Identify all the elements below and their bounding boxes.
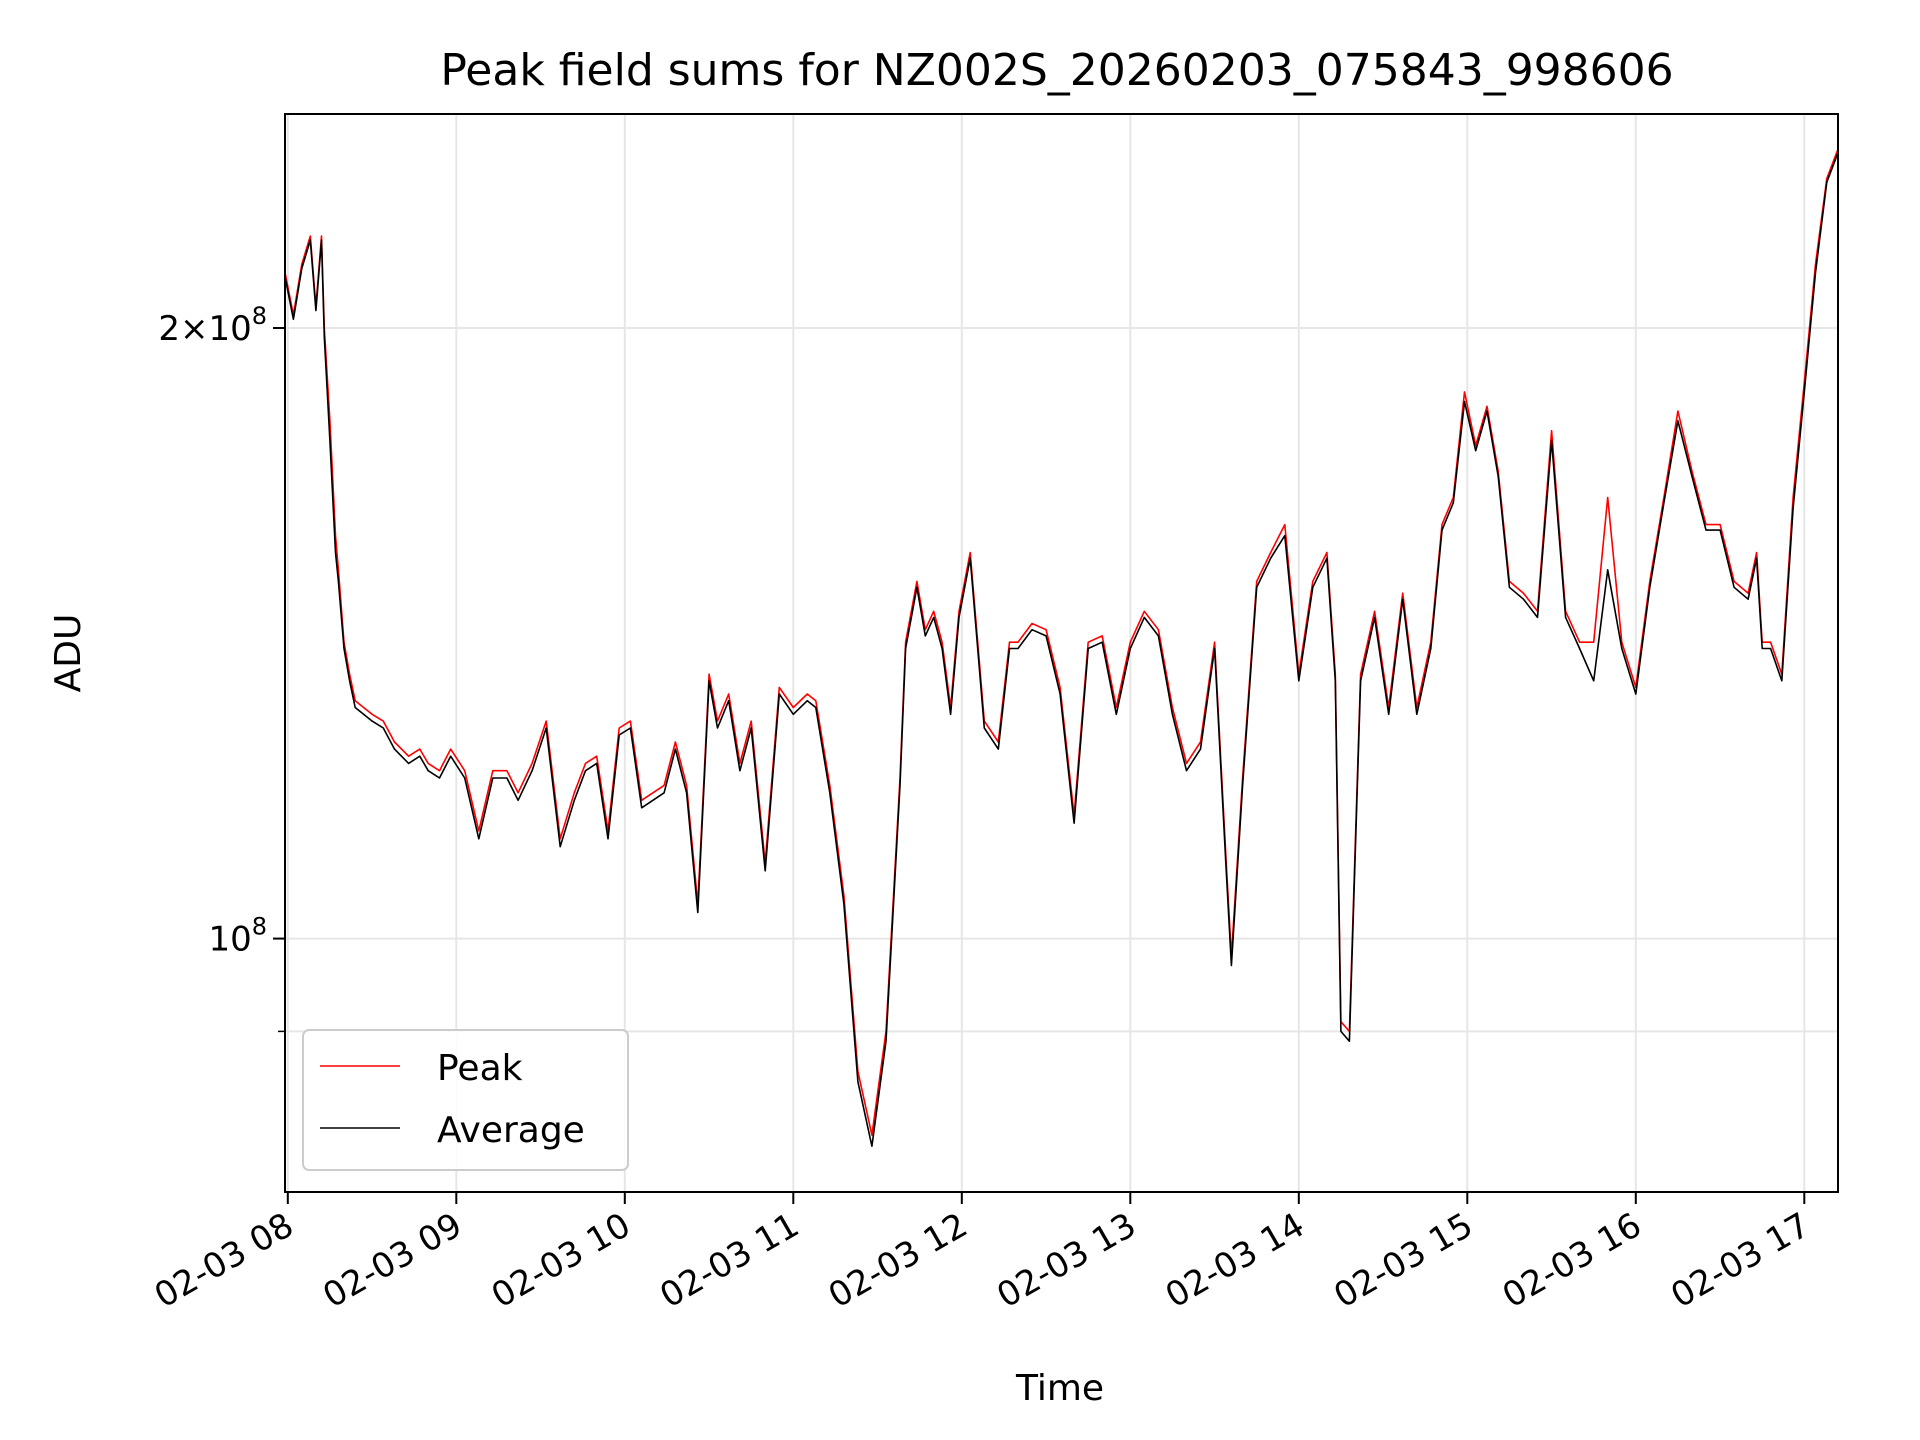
x-axis-label: Time — [1015, 1368, 1104, 1409]
legend-box — [302, 1029, 629, 1171]
y-axis-label: ADU — [48, 614, 89, 693]
y-tick-exponent: 8 — [252, 913, 267, 941]
chart-title: Peak field sums for NZ002S_20260203_0758… — [440, 45, 1673, 96]
y-tick-label: 2×108 — [158, 302, 267, 349]
series-layer — [285, 148, 1838, 1147]
y-tick-exponent: 8 — [252, 302, 267, 330]
legend-label-average: Average — [437, 1110, 585, 1151]
grid-lines — [285, 114, 1838, 1192]
plot-frame — [284, 113, 1839, 1193]
legend: Peak Average — [302, 1029, 629, 1171]
legend-label-peak: Peak — [437, 1048, 523, 1089]
series-line-average — [285, 152, 1838, 1147]
